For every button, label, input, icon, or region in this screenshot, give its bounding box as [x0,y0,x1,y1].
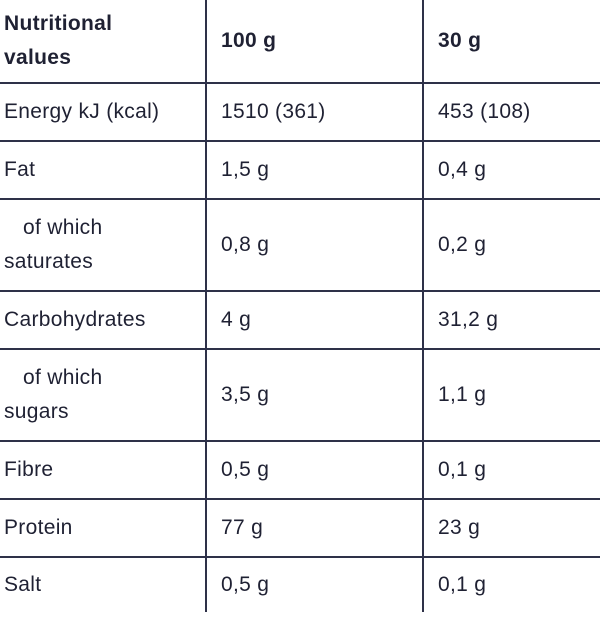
row-label: Salt [0,556,207,612]
row-value-100g: 3,5 g [205,348,424,442]
header-nutritional-line1: Nutritional [4,12,113,35]
row-value-30g: 0,4 g [422,140,600,200]
row-value-30g: 23 g [422,498,600,558]
row-value-100g: 0,5 g [205,440,424,500]
row-label: Fat [0,140,207,200]
row-value-30g: 1,1 g [422,348,600,442]
table-row-protein: Protein 77 g 23 g [0,498,600,558]
row-label: Fibre [0,440,207,500]
row-label-line2: sugars [4,400,69,423]
row-value-30g: 453 (108) [422,82,600,142]
header-nutritional-values: Nutritional values [0,0,207,84]
table-row-fibre: Fibre 0,5 g 0,1 g [0,440,600,500]
table-row-salt: Salt 0,5 g 0,1 g [0,556,600,612]
header-row: Nutritional values 100 g 30 g [0,0,600,84]
header-per-30g: 30 g [422,0,600,84]
table-row-carbohydrates: Carbohydrates 4 g 31,2 g [0,290,600,350]
row-label: of which saturates [0,198,207,292]
row-value-100g: 0,5 g [205,556,424,612]
row-value-30g: 0,1 g [422,556,600,612]
row-label: Energy kJ (kcal) [0,82,207,142]
table-body: Energy kJ (kcal) 1510 (361) 453 (108) Fa… [0,82,600,612]
header-nutritional-line2: values [4,46,72,69]
row-label-line1: of which [23,366,103,389]
table-row-fat: Fat 1,5 g 0,4 g [0,140,600,200]
row-value-100g: 1510 (361) [205,82,424,142]
row-value-100g: 1,5 g [205,140,424,200]
row-label: of which sugars [0,348,207,442]
row-label: Carbohydrates [0,290,207,350]
table-row-saturates: of which saturates 0,8 g 0,2 g [0,198,600,292]
row-value-100g: 77 g [205,498,424,558]
row-label-line1: of which [23,216,103,239]
row-value-30g: 0,1 g [422,440,600,500]
row-value-30g: 0,2 g [422,198,600,292]
row-label: Protein [0,498,207,558]
row-value-100g: 0,8 g [205,198,424,292]
table-header: Nutritional values 100 g 30 g [0,0,600,84]
row-value-30g: 31,2 g [422,290,600,350]
row-value-100g: 4 g [205,290,424,350]
header-per-100g: 100 g [205,0,424,84]
table-row-sugars: of which sugars 3,5 g 1,1 g [0,348,600,442]
table-row-energy: Energy kJ (kcal) 1510 (361) 453 (108) [0,82,600,142]
row-label-line2: saturates [4,250,94,273]
